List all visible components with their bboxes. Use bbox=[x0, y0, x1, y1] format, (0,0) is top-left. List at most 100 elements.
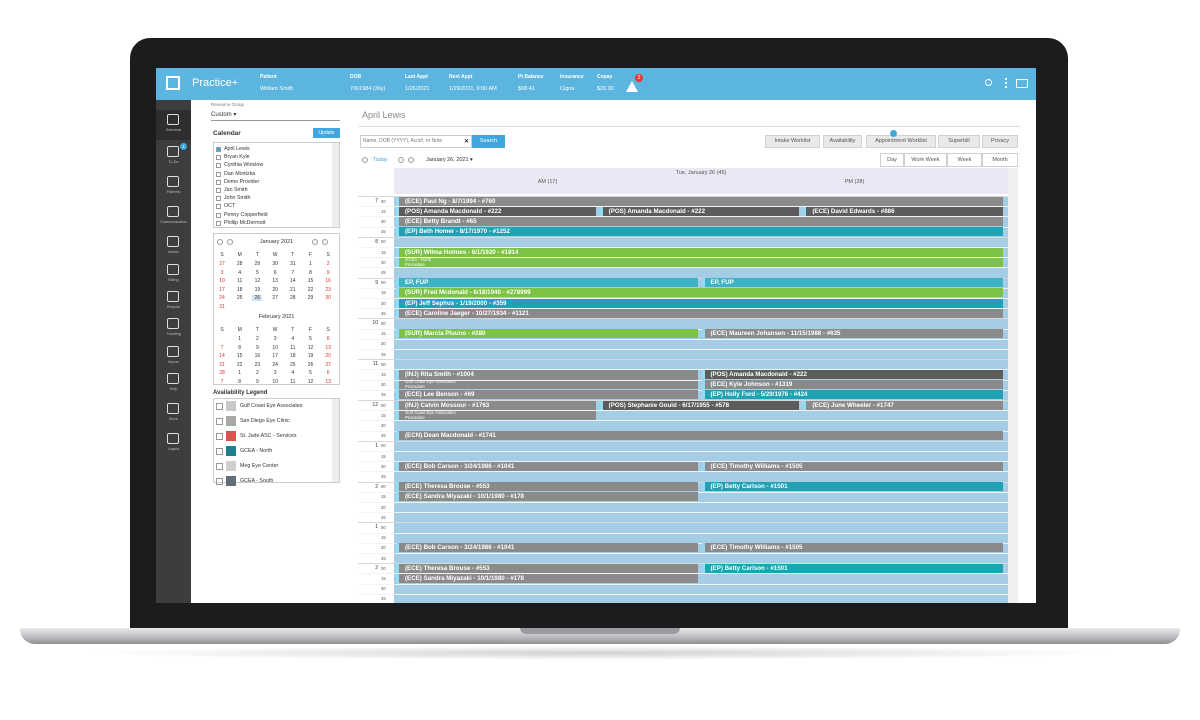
sidebar-label[interactable]: Patients bbox=[166, 190, 181, 194]
calendar-day[interactable]: 9 bbox=[256, 344, 259, 351]
calendar-day[interactable]: 26 bbox=[307, 361, 314, 368]
provider-checkbox[interactable] bbox=[216, 171, 221, 177]
appointment[interactable]: (POS) Amanda Macdonald - #222 bbox=[599, 206, 800, 216]
calendar-day[interactable]: 4 bbox=[238, 269, 242, 276]
appointment[interactable]: (ECE) Timothy Williams - #1505 bbox=[701, 543, 1003, 553]
calendar-day[interactable]: 11 bbox=[290, 378, 296, 385]
calendar-day[interactable]: 19 bbox=[307, 353, 314, 359]
search-button[interactable]: Search bbox=[472, 135, 505, 148]
sidebar-label[interactable]: Schedule bbox=[165, 128, 182, 132]
sidebar-label[interactable]: Billing bbox=[168, 278, 179, 282]
sidebar-icon[interactable] bbox=[167, 291, 179, 302]
month-nav[interactable] bbox=[322, 239, 328, 245]
action-button[interactable]: Intake Worklist bbox=[765, 135, 820, 148]
provider-name[interactable]: Jan Smith bbox=[224, 187, 248, 193]
sidebar-label[interactable]: Communication bbox=[160, 220, 187, 224]
search-input[interactable]: Name, DOB (YYYY), Acct#, or Note bbox=[360, 135, 472, 148]
calendar-day[interactable]: 5 bbox=[309, 370, 312, 376]
sidebar-label[interactable]: Tracking bbox=[166, 332, 181, 336]
sidebar-icon[interactable] bbox=[167, 403, 179, 414]
appointment[interactable]: (ECN) Dean Macdonald - #1741 bbox=[396, 431, 1003, 441]
sidebar-label[interactable]: Admin bbox=[168, 250, 179, 254]
calendar-day[interactable]: 23 bbox=[254, 361, 261, 368]
provider-checkbox[interactable] bbox=[216, 212, 221, 218]
calendar-day[interactable]: 21 bbox=[219, 361, 225, 368]
appointment[interactable]: (ECE) Paul Ng - 8/7/1994 - #760 bbox=[396, 196, 1003, 206]
view-button[interactable]: Week bbox=[947, 153, 982, 167]
calendar-day[interactable]: 13 bbox=[325, 344, 331, 351]
legend-checkbox[interactable] bbox=[216, 418, 223, 425]
calendar-day[interactable]: 31 bbox=[290, 261, 296, 267]
appointment[interactable]: (ECE) Sandra Miyazaki - 10/1/1980 - #178 bbox=[396, 573, 698, 584]
search-icon[interactable] bbox=[985, 79, 992, 86]
action-button[interactable]: Appointment Worklist bbox=[866, 135, 936, 148]
calendar-day[interactable]: 24 bbox=[219, 295, 225, 301]
provider-name[interactable]: Dan Moritzka bbox=[224, 170, 256, 177]
calendar-day[interactable]: 9 bbox=[326, 269, 330, 276]
action-button[interactable]: Superbill bbox=[938, 135, 980, 148]
view-button[interactable]: Day bbox=[880, 153, 904, 167]
appointment[interactable]: EP, FUP bbox=[701, 278, 1003, 288]
sidebar-icon[interactable] bbox=[167, 264, 179, 275]
calendar-day[interactable]: 28 bbox=[290, 295, 296, 301]
sidebar-icon[interactable] bbox=[167, 114, 179, 125]
calendar-day[interactable]: 11 bbox=[290, 344, 296, 351]
calendar-day[interactable]: 14 bbox=[290, 278, 296, 284]
calendar-day[interactable]: 30 bbox=[325, 295, 331, 301]
legend-checkbox[interactable] bbox=[216, 478, 223, 485]
calendar-day[interactable]: 9 bbox=[256, 378, 259, 385]
provider-checkbox[interactable] bbox=[216, 204, 221, 210]
calendar-day[interactable]: 23 bbox=[325, 286, 331, 293]
sidebar-icon[interactable] bbox=[167, 176, 179, 187]
schedule-scrollbar[interactable] bbox=[1008, 168, 1018, 603]
calendar-day[interactable]: 10 bbox=[272, 378, 278, 385]
calendar-day[interactable]: 28 bbox=[219, 370, 225, 376]
appointment[interactable]: (ECE) Bob Carson - 3/24/1986 - #1041 bbox=[396, 461, 698, 471]
calendar-day[interactable]: 7 bbox=[291, 269, 295, 276]
calendar-day[interactable]: 27 bbox=[272, 295, 278, 301]
provider-checkbox[interactable] bbox=[216, 196, 221, 202]
calendar-day[interactable]: 10 bbox=[272, 344, 278, 351]
date-picker[interactable]: January 26, 2021 bbox=[426, 157, 473, 163]
month-nav[interactable] bbox=[312, 239, 318, 245]
calendar-day[interactable]: 16 bbox=[325, 278, 331, 284]
appointment[interactable]: (ECE) David Edwards - #886 bbox=[803, 206, 1003, 216]
legend-checkbox[interactable] bbox=[216, 403, 223, 410]
calendar-day[interactable]: 5 bbox=[256, 269, 259, 276]
calendar-day[interactable]: 21 bbox=[290, 286, 296, 293]
month-nav[interactable] bbox=[217, 239, 223, 245]
calendar-day[interactable]: 18 bbox=[236, 286, 243, 293]
appointment[interactable]: (EP) Beth Homer - 8/17/1970 - #1252 bbox=[396, 227, 1003, 237]
resource-group-select[interactable]: Custom bbox=[211, 111, 340, 121]
provider-name[interactable]: Penny Copperfield bbox=[224, 211, 268, 218]
calendar-day[interactable]: 7 bbox=[220, 378, 224, 385]
appointment[interactable]: (SUR) Fred Mcdonald - 6/18/1940 - #27899… bbox=[396, 288, 1003, 298]
legend-checkbox[interactable] bbox=[216, 463, 223, 470]
appointment[interactable]: (INJ) Rita Smith - #1004 Gulf Coast Eye A… bbox=[396, 369, 698, 390]
appointment[interactable]: (SUR) Marcia Pluuno - #280 bbox=[396, 329, 698, 339]
calendar-day[interactable]: 18 bbox=[290, 353, 296, 359]
calendar-day[interactable]: 7 bbox=[220, 344, 224, 351]
calendar-day[interactable]: 8 bbox=[309, 269, 312, 276]
calendar-day[interactable]: 28 bbox=[236, 261, 243, 267]
appointment[interactable]: (ECE) Lee Benson - #69 bbox=[396, 390, 698, 400]
calendar-day[interactable]: 8 bbox=[238, 378, 242, 385]
legend-checkbox[interactable] bbox=[216, 448, 223, 455]
calendar-day[interactable]: 14 bbox=[219, 353, 225, 359]
appointment[interactable]: (ECE) Maureen Johansen - 11/15/1988 - #6… bbox=[701, 329, 1003, 339]
calendar-day[interactable]: 26 bbox=[252, 295, 263, 301]
provider-checkbox[interactable] bbox=[216, 220, 221, 226]
provider-name[interactable]: Phillip McDermott bbox=[224, 219, 266, 226]
calendar-day[interactable]: 12 bbox=[254, 278, 261, 284]
month-nav[interactable] bbox=[227, 239, 233, 245]
view-button[interactable]: Work Week bbox=[904, 153, 947, 167]
calendar-day[interactable]: 29 bbox=[307, 295, 314, 301]
calendar-day[interactable]: 29 bbox=[254, 261, 261, 267]
calendar-day[interactable]: 17 bbox=[219, 286, 225, 293]
calendar-day[interactable]: 3 bbox=[273, 370, 277, 376]
appointment[interactable]: (ECE) Sandra Miyazaki - 10/1/1980 - #178 bbox=[396, 492, 698, 502]
provider-checkbox[interactable] bbox=[216, 155, 221, 161]
calendar-day[interactable]: 15 bbox=[236, 353, 243, 359]
appointment[interactable]: (ECE) Kyle Johnson - #1319 bbox=[701, 380, 1003, 390]
provider-checkbox[interactable] bbox=[216, 163, 221, 169]
